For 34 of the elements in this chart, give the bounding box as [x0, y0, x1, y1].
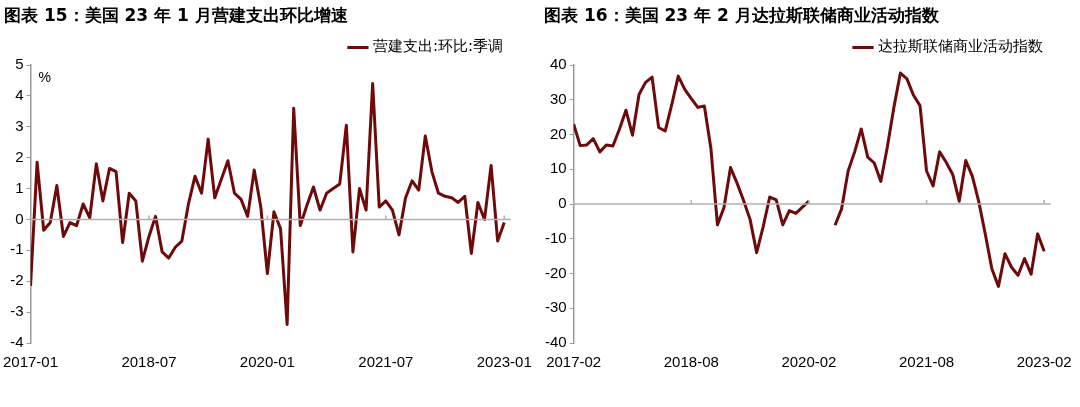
y-tick-label: 40 — [549, 55, 567, 73]
x-tick-label: 2018-07 — [121, 353, 177, 371]
chart-title: 图表 16：美国 23 年 2 月达拉斯联储商业活动指数 — [544, 4, 940, 27]
y-tick-label: 2 — [15, 147, 24, 165]
chart-title: 图表 15：美国 23 年 1 月营建支出环比增速 — [4, 4, 349, 27]
x-tick-label: 2023-02 — [1016, 353, 1072, 371]
legend-label: 营建支出:环比:季调 — [372, 37, 503, 56]
x-tick-label: 2021-08 — [899, 353, 955, 371]
y-tick-label: 20 — [549, 124, 567, 142]
y-tick-label: -20 — [544, 263, 567, 281]
y-tick-label: 4 — [15, 86, 24, 104]
y-tick-label: -30 — [544, 298, 567, 316]
y-tick-label: -3 — [10, 302, 24, 320]
y-tick-label: -1 — [10, 240, 24, 258]
y-tick-label: 30 — [549, 89, 567, 107]
y-tick-label: 1 — [15, 178, 24, 196]
y-tick-label: 5 — [15, 55, 24, 73]
y-tick-label: 3 — [15, 116, 24, 134]
x-tick-label: 2017-01 — [2, 353, 59, 371]
x-tick-label: 2020-02 — [781, 353, 837, 371]
y-tick-label: -40 — [544, 333, 567, 351]
y-tick-label: -10 — [544, 228, 567, 246]
x-tick-label: 2023-01 — [476, 353, 532, 371]
y-axis-title: % — [38, 68, 51, 85]
x-tick-label: 2021-07 — [358, 353, 414, 371]
y-tick-label: 0 — [558, 194, 567, 212]
y-tick-label: -2 — [10, 271, 24, 289]
y-tick-label: 10 — [549, 159, 567, 177]
legend-label: 达拉斯联储商业活动指数 — [878, 37, 1043, 56]
y-tick-label: 0 — [15, 209, 24, 227]
y-tick-label: -4 — [10, 333, 24, 351]
x-tick-label: 2018-08 — [663, 353, 719, 371]
x-tick-label: 2017-02 — [546, 353, 602, 371]
x-tick-label: 2020-01 — [239, 353, 295, 371]
